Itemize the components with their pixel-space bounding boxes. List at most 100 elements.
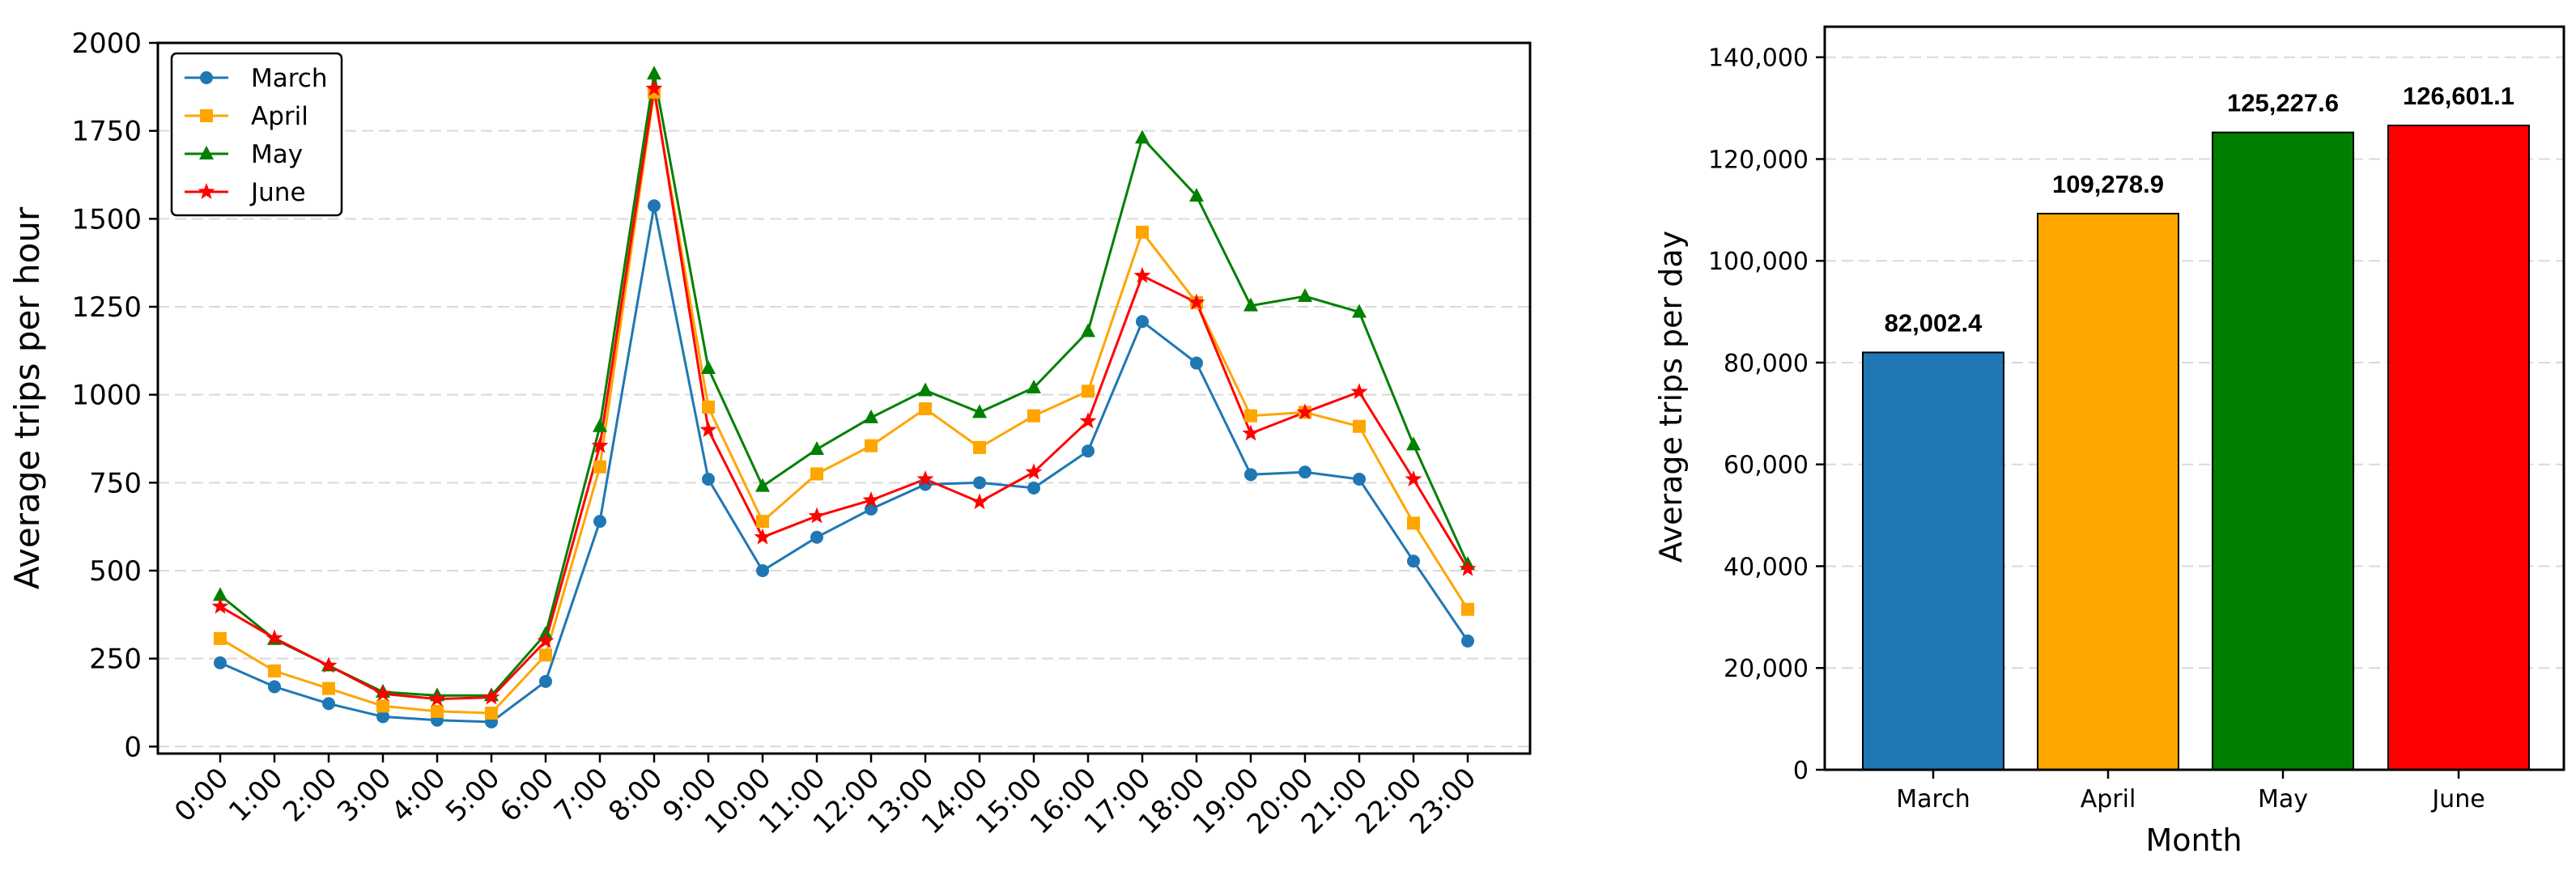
data-point-april bbox=[268, 664, 281, 677]
data-point-march bbox=[702, 472, 715, 486]
data-point-april bbox=[865, 439, 878, 452]
data-point-june bbox=[699, 421, 717, 437]
data-point-june bbox=[1079, 412, 1097, 429]
y-tick-label: 2000 bbox=[71, 28, 142, 60]
y-tick-label: 120,000 bbox=[1708, 146, 1809, 174]
data-point-june bbox=[645, 79, 663, 96]
data-point-june bbox=[320, 656, 338, 673]
y-tick-label: 1750 bbox=[71, 116, 142, 148]
y-tick-label: 750 bbox=[89, 467, 142, 499]
data-point-april bbox=[322, 682, 335, 695]
data-point-march bbox=[322, 697, 335, 711]
x-tick-label: 4:00 bbox=[385, 762, 452, 828]
bars bbox=[1862, 124, 2530, 771]
data-point-march bbox=[1082, 444, 1095, 458]
y-tick-label: 100,000 bbox=[1708, 248, 1809, 276]
bar-june bbox=[2387, 124, 2530, 771]
data-point-march bbox=[1407, 554, 1420, 568]
data-point-may bbox=[972, 404, 987, 418]
data-point-march bbox=[973, 476, 986, 490]
data-point-march bbox=[539, 674, 552, 688]
x-tick-label: 5:00 bbox=[440, 762, 506, 828]
data-point-june bbox=[428, 690, 446, 707]
data-point-march bbox=[1461, 634, 1474, 648]
x-tick-label: 7:00 bbox=[548, 762, 614, 828]
data-point-march bbox=[268, 680, 281, 694]
data-point-may bbox=[1243, 297, 1258, 312]
data-point-april bbox=[431, 704, 444, 718]
data-point-march bbox=[1353, 472, 1366, 486]
data-point-june bbox=[1459, 559, 1477, 576]
data-point-june bbox=[482, 688, 500, 705]
data-point-april bbox=[376, 699, 389, 713]
data-point-april bbox=[214, 631, 227, 645]
y-axis-label: Average trips per day bbox=[1653, 231, 1689, 563]
data-point-may bbox=[701, 360, 716, 375]
legend-label-may: May bbox=[251, 140, 303, 169]
data-point-april bbox=[593, 460, 606, 474]
y-tick-label: 60,000 bbox=[1724, 452, 1809, 480]
data-point-may bbox=[918, 382, 933, 397]
y-gridlines bbox=[158, 42, 1530, 748]
hourly-trips-line-chart: 0 250 500 750 1000 1250 1500 1750 2000 0:001:002… bbox=[7, 28, 1532, 841]
data-point-march bbox=[1136, 315, 1149, 329]
data-point-june bbox=[1025, 463, 1043, 480]
data-point-april bbox=[1353, 419, 1366, 433]
series-markers bbox=[211, 66, 1477, 728]
bar-value-label: 109,278.9 bbox=[2052, 170, 2164, 198]
data-point-june bbox=[1188, 293, 1205, 310]
data-point-may bbox=[1352, 304, 1367, 318]
x-tick-label: 3:00 bbox=[331, 762, 397, 828]
y-tick-label: 1250 bbox=[71, 291, 142, 324]
legend: March April May June bbox=[170, 52, 343, 217]
series-line-june bbox=[219, 88, 1469, 701]
data-point-may bbox=[1189, 188, 1204, 202]
bar-value-label: 82,002.4 bbox=[1885, 308, 1983, 337]
data-point-june bbox=[754, 528, 772, 545]
x-tick-label: 6:00 bbox=[494, 762, 560, 828]
data-point-march bbox=[376, 710, 389, 724]
data-point-march bbox=[1244, 468, 1257, 482]
data-point-june bbox=[591, 436, 609, 453]
data-point-april bbox=[756, 515, 769, 529]
data-point-april bbox=[539, 648, 552, 662]
bar-march bbox=[1862, 351, 2004, 771]
data-point-march bbox=[1299, 465, 1311, 479]
data-point-may bbox=[593, 418, 607, 432]
data-point-june bbox=[1350, 383, 1368, 400]
legend-label-april: April bbox=[251, 102, 308, 131]
data-point-may bbox=[1081, 323, 1095, 338]
legend-marker-june bbox=[198, 183, 215, 199]
x-axis-label: Month bbox=[2145, 822, 2242, 858]
x-tick-label: April bbox=[2081, 785, 2136, 813]
y-tick-label: 500 bbox=[89, 555, 142, 588]
legend-label-march: March bbox=[251, 64, 328, 93]
data-point-june bbox=[1296, 403, 1314, 420]
x-axis-ticks: March April May June bbox=[1896, 770, 2485, 813]
data-point-may bbox=[810, 441, 824, 456]
data-point-may bbox=[213, 587, 227, 601]
data-point-march bbox=[648, 199, 661, 213]
bar-value-label: 125,227.6 bbox=[2227, 89, 2339, 117]
daily-trips-bar-chart: 82,002.4 109,278.9 125,227.6 126,601.1 0 20,… bbox=[1653, 25, 2565, 858]
y-tick-label: 0 bbox=[1793, 757, 1809, 785]
y-tick-label: 20,000 bbox=[1724, 655, 1809, 683]
x-tick-label: 2:00 bbox=[277, 762, 343, 828]
y-tick-label: 0 bbox=[124, 731, 142, 763]
data-point-april bbox=[485, 707, 498, 720]
x-tick-label: June bbox=[2430, 785, 2485, 813]
data-point-june bbox=[862, 491, 880, 508]
data-point-march bbox=[865, 502, 878, 516]
data-point-june bbox=[266, 629, 283, 646]
y-axis-ticks: 0 250 500 750 1000 1250 1500 1750 2000 bbox=[71, 28, 158, 763]
data-point-april bbox=[1027, 409, 1040, 423]
data-point-june bbox=[211, 597, 229, 614]
x-tick-label: 8:00 bbox=[602, 762, 669, 828]
series-line-april bbox=[219, 91, 1469, 715]
data-point-june bbox=[537, 631, 555, 648]
data-point-june bbox=[1242, 424, 1260, 441]
y-tick-label: 80,000 bbox=[1724, 350, 1809, 378]
data-point-april bbox=[810, 467, 823, 481]
y-tick-label: 250 bbox=[89, 644, 142, 676]
